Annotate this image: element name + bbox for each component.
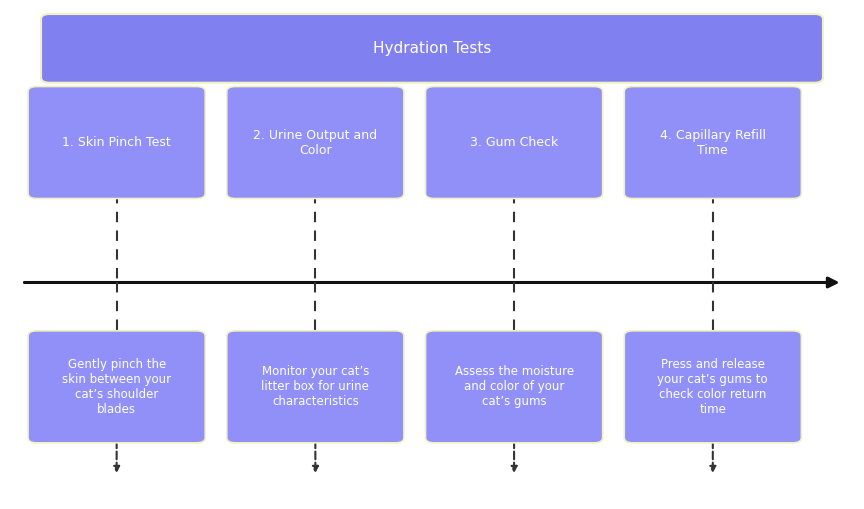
Text: 1. Skin Pinch Test: 1. Skin Pinch Test [62,136,171,149]
FancyBboxPatch shape [28,87,205,199]
FancyBboxPatch shape [226,331,403,443]
FancyBboxPatch shape [28,331,205,443]
Text: Press and release
your cat’s gums to
check color return
time: Press and release your cat’s gums to che… [658,358,768,416]
Text: Gently pinch the
skin between your
cat’s shoulder
blades: Gently pinch the skin between your cat’s… [62,358,171,416]
FancyBboxPatch shape [425,331,602,443]
FancyBboxPatch shape [624,87,801,199]
Text: Monitor your cat’s
litter box for urine
characteristics: Monitor your cat’s litter box for urine … [262,365,369,408]
Text: Hydration Tests: Hydration Tests [372,41,492,56]
Text: 2. Urine Output and
Color: 2. Urine Output and Color [253,128,378,157]
Text: 3. Gum Check: 3. Gum Check [470,136,558,149]
FancyBboxPatch shape [226,87,403,199]
Text: 4. Capillary Refill
Time: 4. Capillary Refill Time [660,128,766,157]
FancyBboxPatch shape [624,331,801,443]
FancyBboxPatch shape [41,14,823,82]
Text: Assess the moisture
and color of your
cat’s gums: Assess the moisture and color of your ca… [454,365,574,408]
FancyBboxPatch shape [425,87,602,199]
